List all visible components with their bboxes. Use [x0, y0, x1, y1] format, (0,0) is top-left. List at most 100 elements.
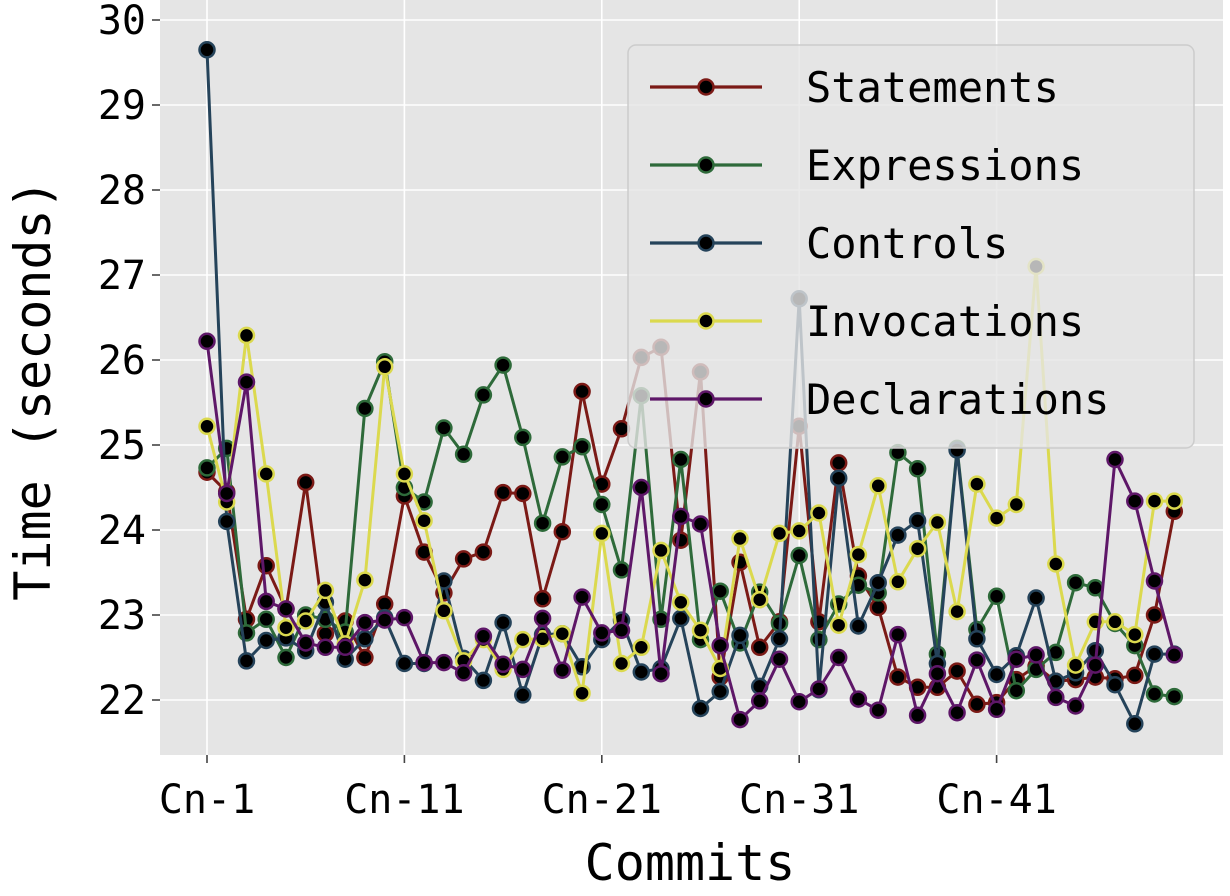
data-point: [889, 668, 907, 686]
data-point: [553, 661, 572, 679]
y-tick-label: 27: [98, 253, 146, 299]
data-point: [948, 602, 966, 621]
data-point: [691, 621, 710, 640]
data-point: [750, 590, 769, 609]
data-point: [652, 664, 670, 683]
data-point: [1106, 450, 1124, 469]
data-point: [277, 618, 295, 637]
y-axis-ticks: 22 23 24 25 26 27 28 29 30: [98, 0, 160, 724]
data-point: [731, 529, 749, 548]
data-point: [1086, 656, 1105, 674]
data-point: [257, 631, 275, 650]
data-point: [257, 465, 275, 483]
legend-label: Statements: [806, 63, 1059, 112]
data-point: [494, 483, 512, 502]
data-point: [356, 571, 374, 589]
legend: Statements Expressions Controls Invocations…: [627, 44, 1195, 449]
data-point: [790, 692, 808, 711]
legend-item-statements: Statements: [650, 63, 1059, 112]
data-point: [829, 648, 848, 667]
data-point: [672, 531, 690, 549]
data-point: [553, 448, 572, 466]
y-tick-label: 28: [98, 168, 146, 214]
data-point: [316, 638, 335, 657]
data-point: [474, 386, 493, 404]
legend-box: [627, 44, 1195, 449]
data-point: [1165, 646, 1184, 664]
data-point: [1126, 492, 1144, 510]
y-tick-label: 23: [98, 593, 146, 639]
data-point: [889, 625, 907, 644]
data-point: [652, 541, 670, 560]
y-tick-label: 30: [98, 0, 146, 44]
data-point: [731, 626, 749, 645]
data-point: [474, 627, 493, 646]
data-point: [237, 326, 256, 345]
series-lines: [198, 41, 1184, 733]
data-point: [770, 524, 789, 543]
data-point: [573, 437, 591, 456]
data-point: [257, 556, 275, 575]
data-point: [514, 686, 532, 704]
data-point: [750, 692, 769, 710]
data-point: [296, 473, 315, 492]
data-point: [356, 613, 374, 632]
data-point: [711, 682, 729, 701]
data-point: [908, 539, 927, 558]
data-point: [454, 445, 473, 464]
legend-label: Expressions: [806, 141, 1084, 190]
data-point: [1126, 715, 1144, 733]
data-point: [790, 546, 808, 565]
y-tick-label: 22: [98, 678, 146, 724]
data-point: [968, 630, 986, 648]
data-point: [336, 638, 354, 657]
data-point: [356, 630, 374, 648]
data-point: [1007, 650, 1026, 668]
data-point: [415, 511, 433, 530]
data-point: [889, 573, 907, 591]
data-point: [869, 598, 887, 617]
legend-label: Declarations: [806, 375, 1109, 424]
data-point: [849, 545, 868, 564]
legend-item-controls: Controls: [650, 219, 1008, 268]
y-tick-label: 25: [98, 423, 146, 469]
data-point: [829, 469, 848, 487]
data-point: [691, 699, 710, 718]
data-point: [474, 671, 493, 690]
data-point: [948, 662, 966, 680]
data-point: [1145, 645, 1164, 663]
data-point: [296, 612, 315, 630]
data-point: [356, 648, 374, 667]
legend-label: Controls: [806, 219, 1008, 268]
data-point: [849, 690, 868, 708]
data-point: [691, 515, 710, 533]
data-point: [277, 648, 295, 667]
data-point: [593, 524, 611, 543]
data-point: [711, 636, 729, 655]
data-point: [968, 695, 986, 714]
data-point: [395, 608, 414, 627]
data-point: [1066, 697, 1085, 715]
legend-swatch-marker: [697, 78, 715, 96]
data-point: [435, 419, 453, 437]
data-point: [849, 617, 868, 635]
data-point: [1126, 666, 1144, 685]
data-point: [1007, 681, 1026, 700]
data-point: [908, 460, 927, 478]
data-point: [1106, 613, 1124, 631]
data-point: [553, 522, 572, 541]
data-point: [435, 602, 453, 620]
x-axis-ticks: Cn-1 Cn-11 Cn-21 Cn-31 Cn-41: [159, 755, 1057, 823]
x-tick-label: Cn-11: [344, 777, 464, 823]
data-point: [1126, 625, 1144, 644]
data-point: [257, 610, 275, 629]
data-point: [1165, 492, 1184, 510]
data-point: [277, 600, 295, 618]
data-point: [672, 609, 690, 628]
data-point: [770, 630, 789, 648]
data-point: [672, 507, 690, 526]
data-point: [257, 592, 275, 611]
data-point: [612, 561, 631, 579]
data-point: [375, 358, 394, 376]
